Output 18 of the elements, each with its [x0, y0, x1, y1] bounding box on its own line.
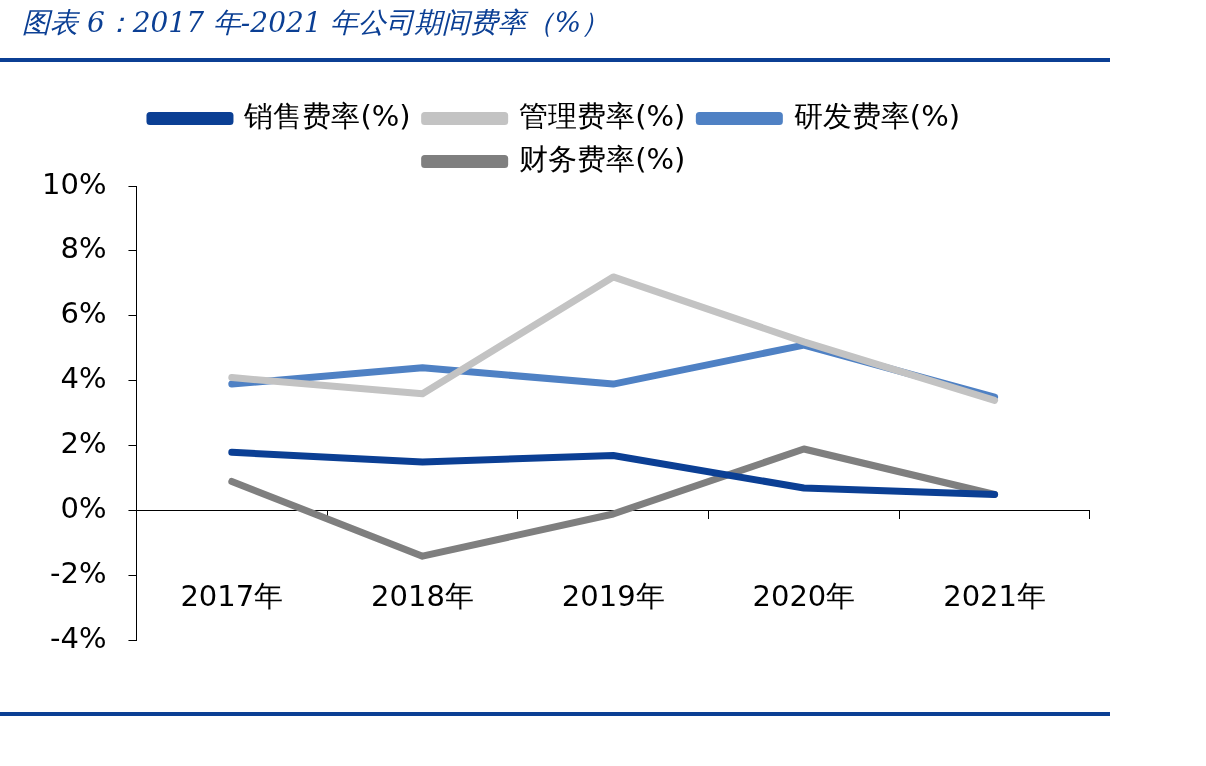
legend-label: 管理费率(%): [519, 99, 686, 134]
y-tick-label: 0%: [60, 491, 107, 526]
y-tick-label: -2%: [49, 556, 107, 591]
y-tick-label: 4%: [60, 361, 107, 396]
y-tick-label: 6%: [60, 296, 107, 331]
legend-label: 财务费率(%): [519, 142, 686, 177]
x-tick-label: 2019年: [561, 578, 665, 613]
legend-label: 研发费率(%): [793, 99, 961, 134]
x-tick-label: 2018年: [371, 578, 474, 613]
y-tick-label: 8%: [60, 231, 107, 266]
y-tick-label: -4%: [49, 621, 107, 656]
y-tick-label: 2%: [60, 426, 107, 461]
chart-title: 图表 6：2017 年-2021 年公司期间费率（%）: [22, 5, 610, 41]
y-tick-label: 10%: [41, 166, 107, 201]
legend-label: 销售费率(%): [243, 99, 411, 134]
x-tick-label: 2021年: [943, 578, 1046, 613]
x-tick-label: 2017年: [180, 578, 284, 613]
x-tick-label: 2020年: [752, 578, 856, 613]
